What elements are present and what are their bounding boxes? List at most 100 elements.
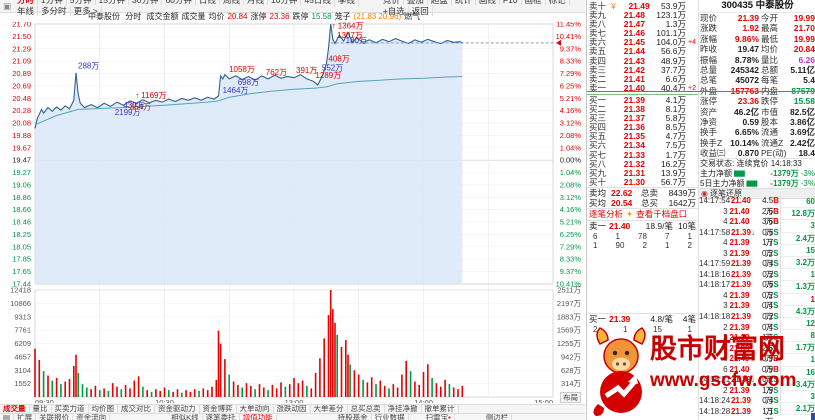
- indicator-tab-资金博弈[interactable]: 资金博弈: [200, 405, 237, 413]
- grid-icon: ▤: [0, 414, 15, 420]
- queue-numbers: 6 1 78 7 1: [593, 231, 692, 241]
- indicator-tab-成交对比[interactable]: 成交对比: [118, 405, 155, 413]
- period-tab-30分钟[interactable]: 30分钟: [128, 0, 163, 5]
- tab-扫雷宝[interactable]: 扫雷宝•: [423, 414, 455, 420]
- tool-button-返回[interactable]: 返回: [408, 6, 433, 16]
- buy-level-row[interactable]: 买六 21.34 7.5万: [589, 140, 686, 151]
- buy-level-row[interactable]: 买二 21.38 8.1万: [589, 104, 686, 115]
- volume-bar: [86, 387, 88, 397]
- buy-level-row[interactable]: 买三 21.37 5.8万: [589, 113, 686, 124]
- tab-侧边栏[interactable]: 侧边栏: [483, 414, 513, 420]
- trade-status-label: 交易状态:: [700, 159, 735, 169]
- tool-button-画线[interactable]: 画线: [475, 0, 500, 5]
- layout-button[interactable]: 布局: [560, 392, 581, 403]
- queue-cell: 60: [781, 196, 815, 209]
- tool-button-竞价[interactable]: 竞价: [379, 0, 404, 5]
- info-grid: 现价 21.39 今开 19.99 涨跌 1.92 最高 21.70 涨幅 9.86% 最低 19.9…: [699, 13, 815, 158]
- vol-axis-label: 1552: [14, 379, 31, 388]
- indicator-tab-资金驱动力[interactable]: 资金驱动力: [155, 405, 200, 413]
- tab-关联报价[interactable]: 关联报价: [36, 414, 74, 420]
- indicator-tab-买卖力道[interactable]: 买卖力道: [52, 405, 89, 413]
- indicator-tab-撤单累计[interactable]: 撤单累计: [422, 405, 459, 413]
- buy-level-row[interactable]: 买五 21.35 4.7万: [589, 131, 686, 142]
- period-tab-年线[interactable]: 年线: [14, 6, 39, 16]
- period-tab-1分钟[interactable]: 1分钟: [38, 0, 67, 5]
- sell-level-row[interactable]: 卖三 21.42 37.7万: [589, 64, 686, 75]
- indicator-tab-净挂净撤[interactable]: 净挂净撤: [385, 405, 422, 413]
- tool-button-统计[interactable]: 统计: [451, 0, 476, 5]
- sell-level-row[interactable]: 卖九 21.48 123.1万: [589, 10, 686, 21]
- sell-level-row[interactable]: 卖一 21.40 40.4万 +2: [589, 82, 696, 93]
- tab-行业数据[interactable]: 行业数据: [372, 414, 409, 420]
- tab-增值功能[interactable]: 增值功能: [240, 414, 277, 420]
- tool-button-F10[interactable]: F10: [499, 0, 522, 5]
- buy-level-row[interactable]: 买四 21.36 8.5万: [589, 122, 686, 133]
- buy-level-row[interactable]: 买十 21.30 56.7万: [589, 176, 686, 187]
- period-tab-周线[interactable]: 周线: [219, 0, 244, 5]
- period-tab-5分钟[interactable]: 5分钟: [66, 0, 96, 5]
- tool-button-标记[interactable]: 标记: [545, 0, 570, 5]
- buy-level-row[interactable]: 买九 21.31 13.9万: [589, 167, 686, 178]
- tool-button-画框[interactable]: 画框: [521, 0, 546, 5]
- sell-level-row[interactable]: 卖四 21.43 48.9万: [589, 55, 686, 66]
- thousand-depth-link[interactable]: 查看千档盘口: [636, 208, 688, 219]
- tab-持股基金[interactable]: 持股基金: [335, 414, 372, 420]
- tape-icon: ◉: [701, 189, 708, 199]
- volume-bar: [120, 389, 123, 397]
- sell-level-row[interactable]: 卖八 21.47 1.3万: [589, 19, 686, 30]
- price-axis-label: 19.88: [12, 131, 31, 140]
- tab-扩展[interactable]: 扩展: [14, 414, 37, 420]
- header-stat-label: 成交金额: [146, 12, 179, 21]
- intraday-chart[interactable]: 21.70 11.45% 21.50 10.41% 21.29 9.37% 21.09 8.3…: [0, 22, 585, 403]
- sell-level-row[interactable]: 卖二 21.41 6.6万: [589, 73, 686, 84]
- indicator-tab-大单差分[interactable]: 大单差分: [311, 405, 348, 413]
- tool-button-+自选[interactable]: +自选: [379, 6, 409, 16]
- sell-level-row[interactable]: 卖七 21.46 101.1万: [589, 28, 686, 39]
- period-tab-10分钟[interactable]: 10分钟: [267, 0, 302, 5]
- sell-level-row[interactable]: 卖十 ¥21.49 53.9万: [589, 1, 686, 11]
- trade-annotation: 2199万: [115, 108, 141, 117]
- period-tab-日线[interactable]: 日线: [195, 0, 220, 5]
- tape-row: 4 21.39 1.7万 S: [723, 238, 779, 258]
- queue-cell: 3: [781, 220, 815, 233]
- period-tab-60分钟[interactable]: 60分钟: [162, 0, 196, 5]
- tool-button-叠加[interactable]: 叠加: [403, 0, 428, 5]
- sell-level-row[interactable]: 卖五 21.44 56.6万: [589, 46, 686, 57]
- period-tab-15分钟[interactable]: 15分钟: [95, 0, 129, 5]
- price-axis-label: 18.05: [12, 242, 31, 251]
- indicator-tab-量比[interactable]: 量比: [30, 405, 52, 413]
- tab-逐笔委托[interactable]: 逐笔委托: [203, 414, 240, 420]
- indicator-tab-总买总卖[interactable]: 总买总卖: [348, 405, 385, 413]
- price-axis-label: 18.46: [12, 218, 31, 227]
- sell-level-row[interactable]: 卖六 21.45 104.0万 +4: [589, 37, 696, 48]
- period-tab-分时[interactable]: 分时: [14, 0, 39, 5]
- volume-bar: [319, 358, 321, 397]
- tool-button-超盘[interactable]: 超盘: [427, 0, 452, 5]
- trade-annotation: 430万: [123, 101, 144, 110]
- tape-row: 4 21.39 2.6万 B: [723, 343, 779, 364]
- tab-资金流向[interactable]: 资金流向: [73, 414, 111, 420]
- info-row: 资产 46.2亿 市值 82.5亿: [700, 106, 815, 117]
- pct-axis-label: 9.37%: [560, 44, 582, 53]
- tape-header[interactable]: ◉ 逐笔还原: [699, 188, 815, 200]
- indicator-tab-涨跌动因[interactable]: 涨跌动因: [274, 405, 311, 413]
- volume-bar: [414, 381, 416, 397]
- indicator-tab-成交量[interactable]: 成交量: [0, 405, 30, 413]
- buy-level-row[interactable]: 买一 21.39 4.1万: [589, 94, 686, 105]
- volume-bar: [388, 388, 390, 397]
- indicator-tab-均价图[interactable]: 均价图: [89, 405, 118, 413]
- volume-bar: [75, 354, 77, 397]
- tab-相似K线[interactable]: 相似K线: [168, 414, 203, 420]
- queue-cell: 16: [781, 367, 815, 379]
- indicator-tab-row: 成交量 量比 买卖力道 均价图 成交对比 资金驱动力 资金博弈 大单动向 涨跌动因 大单差分 总买总…: [0, 404, 585, 413]
- volume-bar: [34, 348, 36, 397]
- period-tab-季线[interactable]: 季线: [334, 0, 359, 5]
- tick-analysis-link[interactable]: 逐笔分析: [589, 208, 624, 219]
- period-tab-45日线[interactable]: 45日线: [301, 0, 335, 5]
- buy-level-row[interactable]: 买七 21.33 1.7万: [589, 149, 686, 160]
- period-tab-月线[interactable]: 月线: [243, 0, 268, 5]
- period-tab-多分时[interactable]: 多分时: [38, 6, 71, 16]
- period-tab-更多 >[interactable]: 更多 >: [70, 6, 102, 16]
- buy-level-row[interactable]: 买八 21.32 16.2万: [589, 158, 686, 169]
- indicator-tab-大单动向[interactable]: 大单动向: [237, 405, 274, 413]
